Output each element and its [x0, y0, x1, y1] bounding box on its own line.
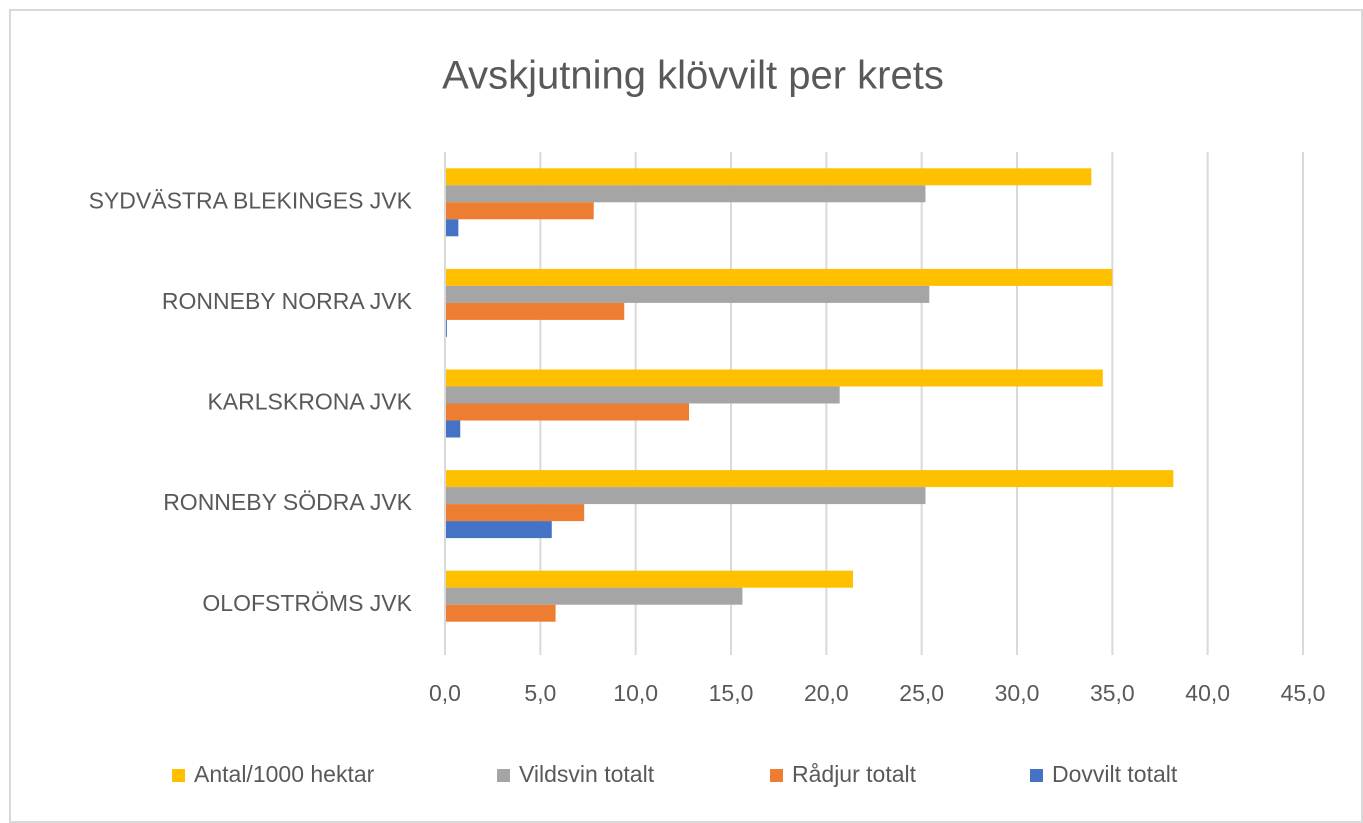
x-tick-label: 40,0 — [1185, 680, 1230, 706]
bar — [445, 285, 930, 303]
bar — [445, 504, 585, 522]
legend-swatch — [172, 769, 185, 782]
legend-label: Antal/1000 hektar — [194, 761, 375, 787]
bar — [445, 487, 926, 505]
x-tick-label: 20,0 — [804, 680, 849, 706]
legend-label: Rådjur totalt — [792, 761, 917, 787]
bar — [445, 268, 1113, 286]
bar — [445, 202, 594, 220]
x-tick-label: 35,0 — [1090, 680, 1135, 706]
y-tick-label: KARLSKRONA JVK — [207, 389, 412, 415]
bar — [445, 587, 743, 605]
x-tick-label: 25,0 — [899, 680, 944, 706]
bar — [445, 570, 854, 588]
bar — [445, 386, 840, 404]
legend-label: Dovvilt totalt — [1052, 761, 1178, 787]
bar — [445, 403, 690, 421]
bar — [445, 302, 625, 320]
bar — [445, 168, 1092, 186]
x-tick-label: 45,0 — [1281, 680, 1326, 706]
bar — [445, 219, 459, 237]
legend-swatch — [497, 769, 510, 782]
bar — [445, 604, 556, 622]
bar — [445, 470, 1174, 488]
legend-swatch — [770, 769, 783, 782]
y-tick-label: RONNEBY NORRA JVK — [162, 288, 413, 314]
bar — [445, 521, 552, 539]
chart-title: Avskjutning klövvilt per krets — [442, 54, 944, 98]
bar — [445, 420, 461, 438]
x-tick-label: 30,0 — [995, 680, 1040, 706]
x-tick-label: 0,0 — [429, 680, 461, 706]
y-tick-label: OLOFSTRÖMS JVK — [202, 590, 412, 616]
legend-label: Vildsvin totalt — [519, 761, 655, 787]
bar — [445, 185, 926, 203]
x-tick-label: 15,0 — [709, 680, 754, 706]
legend-swatch — [1030, 769, 1043, 782]
x-tick-label: 5,0 — [524, 680, 556, 706]
y-tick-label: RONNEBY SÖDRA JVK — [163, 489, 412, 515]
x-tick-label: 10,0 — [613, 680, 658, 706]
bar — [445, 369, 1103, 387]
y-tick-label: SYDVÄSTRA BLEKINGES JVK — [89, 187, 413, 213]
